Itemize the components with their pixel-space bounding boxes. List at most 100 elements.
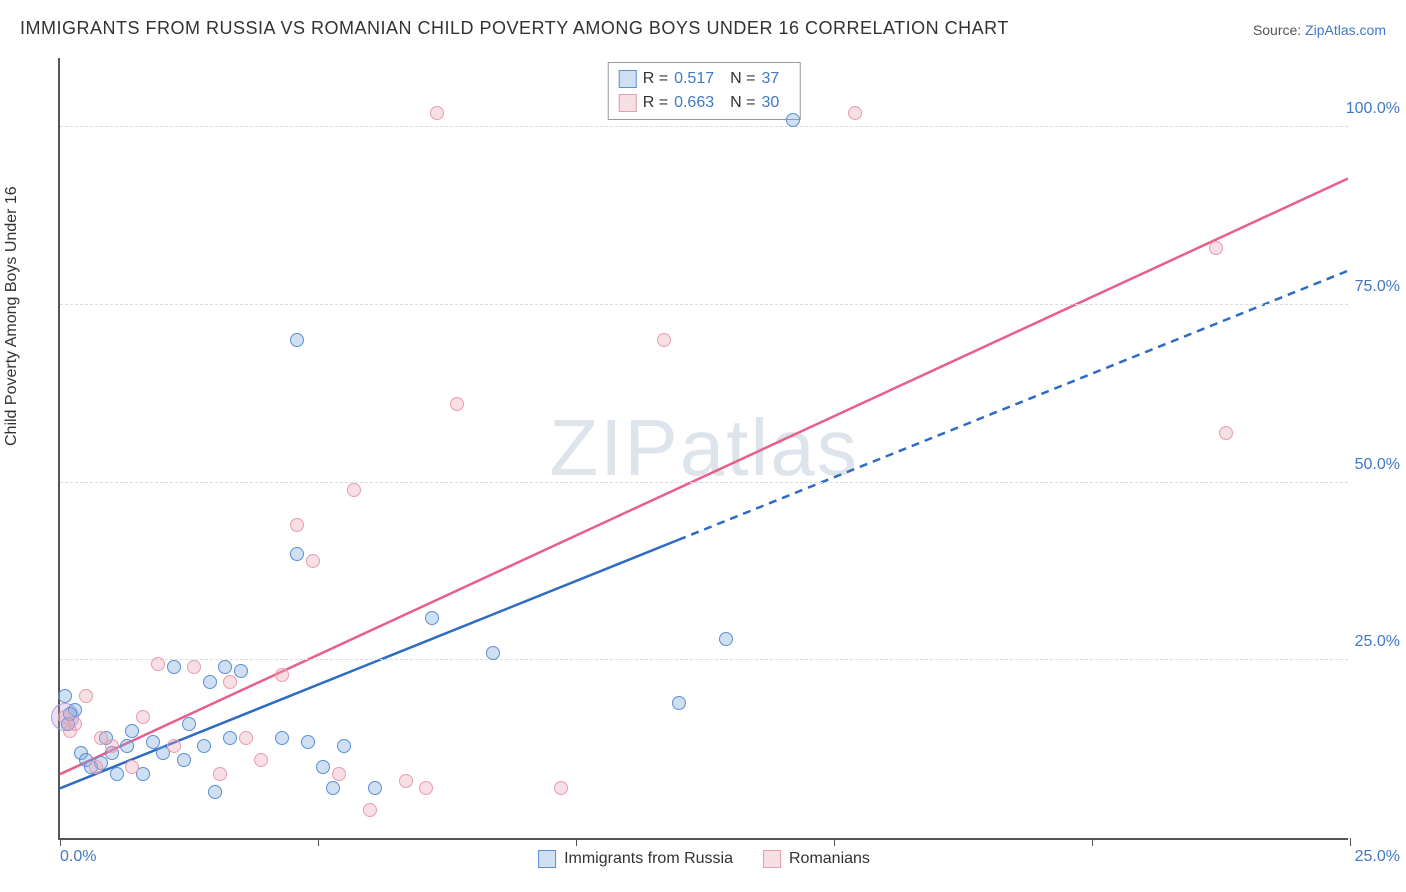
scatter-point-romanian xyxy=(657,333,671,347)
bottom-legend: Immigrants from Russia Romanians xyxy=(538,850,870,868)
scatter-point-romanian xyxy=(125,760,139,774)
swatch-romanian xyxy=(619,94,637,112)
source-link[interactable]: ZipAtlas.com xyxy=(1305,22,1386,38)
scatter-point-romanian xyxy=(306,554,320,568)
scatter-point-romanian xyxy=(136,710,150,724)
scatter-point-romanian xyxy=(290,518,304,532)
scatter-point-romanian xyxy=(848,106,862,120)
r-label: R = xyxy=(643,67,668,91)
scatter-point-russia xyxy=(218,660,232,674)
legend-label-russia: Immigrants from Russia xyxy=(564,850,733,868)
scatter-point-russia xyxy=(167,660,181,674)
scatter-point-russia xyxy=(425,611,439,625)
gridline-h xyxy=(60,659,1348,660)
r-value-romanian: 0.663 xyxy=(674,91,714,115)
y-tick-label: 25.0% xyxy=(1355,633,1400,651)
gridline-h xyxy=(60,304,1348,305)
gridline-h xyxy=(60,482,1348,483)
n-label: N = xyxy=(730,67,755,91)
chart-container: IMMIGRANTS FROM RUSSIA VS ROMANIAN CHILD… xyxy=(0,0,1406,892)
scatter-point-russia xyxy=(301,735,315,749)
r-label: R = xyxy=(643,91,668,115)
legend-item-russia: Immigrants from Russia xyxy=(538,850,733,868)
scatter-point-russia xyxy=(290,547,304,561)
legend-item-romanian: Romanians xyxy=(763,850,870,868)
scatter-point-romanian xyxy=(332,767,346,781)
scatter-point-russia xyxy=(223,731,237,745)
scatter-point-russia xyxy=(337,739,351,753)
scatter-point-romanian xyxy=(239,731,253,745)
trend-line xyxy=(678,271,1348,540)
x-tick xyxy=(834,838,835,846)
scatter-point-russia xyxy=(672,696,686,710)
trend-lines-svg xyxy=(60,58,1348,838)
r-value-russia: 0.517 xyxy=(674,67,714,91)
x-tick xyxy=(576,838,577,846)
scatter-point-russia xyxy=(316,760,330,774)
stats-row-russia: R = 0.517 N = 37 xyxy=(619,67,790,91)
plot-area: ZIPatlas R = 0.517 N = 37 R = 0.663 N = … xyxy=(58,58,1348,840)
legend-label-romanian: Romanians xyxy=(789,850,870,868)
n-value-russia: 37 xyxy=(761,67,779,91)
scatter-point-romanian xyxy=(213,767,227,781)
n-label: N = xyxy=(730,91,755,115)
scatter-point-romanian xyxy=(254,753,268,767)
scatter-point-romanian xyxy=(399,774,413,788)
scatter-point-russia xyxy=(486,646,500,660)
scatter-point-russia xyxy=(234,664,248,678)
swatch-russia xyxy=(538,850,556,868)
y-tick-label: 100.0% xyxy=(1346,100,1400,118)
scatter-point-romanian xyxy=(450,397,464,411)
scatter-point-romanian xyxy=(347,483,361,497)
x-tick-label-min: 0.0% xyxy=(60,848,96,866)
scatter-point-russia xyxy=(120,739,134,753)
scatter-point-romanian xyxy=(430,106,444,120)
y-tick-label: 75.0% xyxy=(1355,278,1400,296)
scatter-point-russia xyxy=(208,785,222,799)
n-value-romanian: 30 xyxy=(761,91,779,115)
swatch-russia xyxy=(619,70,637,88)
scatter-point-romanian xyxy=(105,739,119,753)
scatter-point-romanian xyxy=(187,660,201,674)
scatter-point-russia xyxy=(203,675,217,689)
source-prefix: Source: xyxy=(1253,22,1305,38)
scatter-point-russia xyxy=(197,739,211,753)
scatter-point-romanian xyxy=(1219,426,1233,440)
scatter-point-russia xyxy=(177,753,191,767)
y-tick-label: 50.0% xyxy=(1355,456,1400,474)
scatter-point-russia xyxy=(786,113,800,127)
scatter-point-russia xyxy=(326,781,340,795)
scatter-point-russia xyxy=(58,689,72,703)
scatter-point-russia xyxy=(719,632,733,646)
scatter-point-russia xyxy=(368,781,382,795)
scatter-point-romanian xyxy=(68,717,82,731)
trend-line xyxy=(60,179,1348,775)
x-tick xyxy=(1092,838,1093,846)
stats-legend: R = 0.517 N = 37 R = 0.663 N = 30 xyxy=(608,62,801,120)
watermark-text: ZIPatlas xyxy=(549,402,858,494)
scatter-point-romanian xyxy=(1209,241,1223,255)
y-axis-label: Child Poverty Among Boys Under 16 xyxy=(3,186,21,446)
scatter-point-romanian xyxy=(419,781,433,795)
scatter-point-romanian xyxy=(223,675,237,689)
x-tick-label-max: 25.0% xyxy=(1355,848,1400,866)
swatch-romanian xyxy=(763,850,781,868)
x-tick xyxy=(318,838,319,846)
scatter-point-romanian xyxy=(167,739,181,753)
chart-title: IMMIGRANTS FROM RUSSIA VS ROMANIAN CHILD… xyxy=(20,18,1009,39)
gridline-h xyxy=(60,126,1348,127)
stats-row-romanian: R = 0.663 N = 30 xyxy=(619,91,790,115)
x-tick xyxy=(1350,838,1351,846)
x-tick xyxy=(60,838,61,846)
scatter-point-romanian xyxy=(151,657,165,671)
scatter-point-romanian xyxy=(79,689,93,703)
scatter-point-russia xyxy=(290,333,304,347)
source-attribution: Source: ZipAtlas.com xyxy=(1253,22,1386,38)
scatter-point-romanian xyxy=(363,803,377,817)
scatter-point-russia xyxy=(110,767,124,781)
scatter-point-romanian xyxy=(554,781,568,795)
scatter-point-romanian xyxy=(89,760,103,774)
scatter-point-romanian xyxy=(275,668,289,682)
scatter-point-russia xyxy=(275,731,289,745)
scatter-point-russia xyxy=(182,717,196,731)
